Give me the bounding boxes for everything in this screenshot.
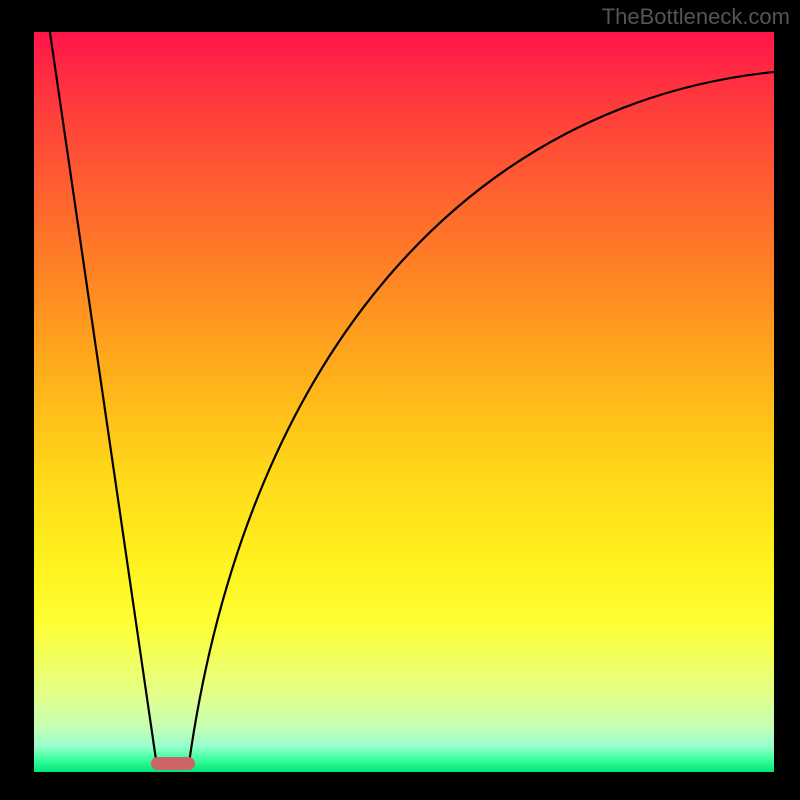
watermark: TheBottleneck.com bbox=[602, 4, 790, 30]
bottom-marker bbox=[151, 757, 195, 770]
chart-container: TheBottleneck.com bbox=[0, 0, 800, 800]
plot-area bbox=[34, 32, 774, 772]
curve-overlay bbox=[34, 32, 774, 772]
